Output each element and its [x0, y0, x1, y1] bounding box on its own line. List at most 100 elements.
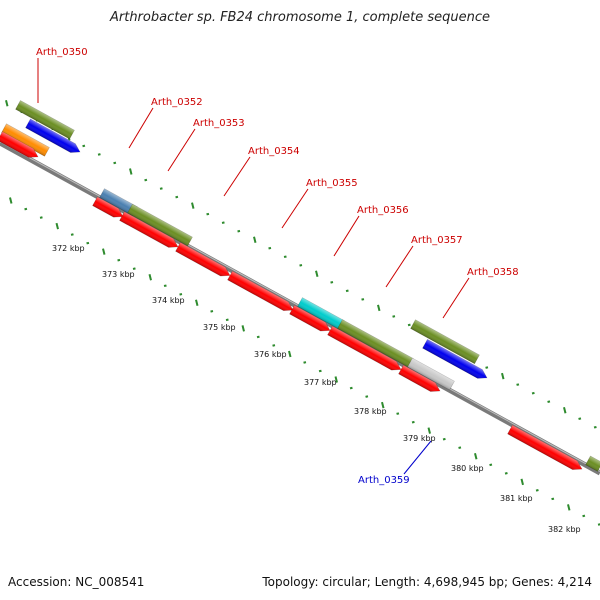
label-leader-line	[223, 156, 251, 197]
inner-tick-mark	[381, 401, 385, 409]
tick-label: 378 kbp	[354, 407, 387, 416]
gene-feature[interactable]	[99, 188, 138, 217]
inner-tick-mark	[241, 325, 245, 332]
inner-tick-mark	[132, 267, 136, 271]
inner-tick-mark	[411, 420, 415, 424]
gene-feature-shade	[127, 204, 193, 246]
outer-tick-mark	[206, 212, 210, 216]
gene-feature-shade	[99, 188, 138, 216]
gene-feature[interactable]	[15, 100, 75, 140]
tick-label: 375 kbp	[203, 323, 236, 332]
inner-tick-ring	[9, 197, 600, 526]
inner-tick-mark	[582, 514, 586, 518]
gene-feature-shade	[289, 305, 330, 332]
gene-feature-shade	[585, 456, 600, 472]
outer-tick-mark	[175, 195, 179, 199]
inner-tick-mark	[551, 497, 555, 501]
outer-tick-mark	[392, 315, 396, 318]
inner-tick-mark	[9, 197, 13, 204]
outer-tick-mark	[563, 406, 567, 414]
inner-tick-mark	[70, 233, 74, 236]
inner-tick-mark	[225, 318, 229, 322]
gene-feature-shade	[175, 242, 230, 277]
gene-label: Arth_0354	[248, 146, 300, 157]
inner-tick-mark	[256, 335, 260, 339]
gene-feature-shade	[92, 196, 124, 218]
inner-tick-mark	[195, 299, 199, 307]
gene-feature[interactable]	[119, 211, 181, 252]
outer-tick-mark	[283, 255, 287, 259]
gene-label: Arth_0359	[358, 475, 410, 486]
gene-feature[interactable]	[0, 131, 40, 162]
inner-tick-mark	[39, 216, 43, 219]
gene-feature-shade	[25, 119, 80, 153]
outer-tick-mark	[299, 263, 303, 267]
tick-label: 377 kbp	[304, 378, 337, 387]
outer-tick-mark	[377, 304, 381, 312]
gene-label: Arth_0358	[467, 267, 519, 278]
accession-text: Accession: NC_008541	[8, 575, 145, 589]
inner-tick-mark	[117, 258, 121, 262]
tick-label: 373 kbp	[102, 270, 135, 279]
label-leaders	[37, 58, 470, 475]
gene-label: Arth_0353	[193, 118, 245, 129]
tick-label: 379 kbp	[403, 434, 436, 443]
tick-label: 372 kbp	[52, 244, 85, 253]
gene-feature-shade	[407, 358, 455, 390]
gene-feature-shade	[422, 339, 487, 379]
gene-feature[interactable]	[92, 196, 126, 221]
outer-tick-mark	[531, 391, 535, 395]
outer-tick-mark	[268, 246, 272, 250]
gene-feature-shade	[327, 326, 402, 371]
gene-feature[interactable]	[327, 325, 404, 374]
outer-tick-mark	[191, 202, 195, 209]
inner-tick-mark	[396, 412, 400, 415]
tick-label: 376 kbp	[254, 350, 287, 359]
gene-feature[interactable]	[1, 123, 50, 157]
gene-feature[interactable]	[127, 203, 193, 247]
inner-tick-mark	[102, 248, 106, 255]
inner-tick-mark	[349, 386, 353, 390]
outer-tick-mark	[578, 417, 582, 421]
inner-tick-mark	[535, 489, 539, 492]
outer-tick-mark	[253, 236, 257, 243]
topology-summary: Topology: circular; Length: 4,698,945 bp…	[262, 575, 592, 589]
gene-feature-shade	[1, 123, 50, 157]
inner-tick-mark	[458, 446, 462, 450]
map-title: Arthrobacter sp. FB24 chromosome 1, comp…	[109, 10, 491, 25]
gene-feature[interactable]	[507, 424, 585, 473]
inner-tick-mark	[474, 453, 478, 460]
gene-label: Arth_0356	[357, 205, 409, 216]
gene-feature-shade	[410, 319, 480, 364]
gene-feature[interactable]	[175, 242, 233, 280]
gene-label: Arth_0352	[151, 97, 203, 108]
inner-tick-mark	[520, 478, 524, 486]
gene-feature[interactable]	[289, 304, 333, 335]
gene-feature[interactable]	[25, 118, 83, 156]
inner-tick-mark	[163, 284, 167, 288]
outer-tick-mark	[82, 144, 86, 148]
outer-tick-mark	[237, 229, 241, 233]
inner-tick-mark	[303, 361, 307, 364]
inner-tick-mark	[334, 376, 338, 383]
outer-tick-mark	[501, 372, 505, 380]
inner-tick-mark	[55, 222, 59, 230]
gene-feature[interactable]	[410, 319, 480, 365]
gene-label: Arth_0355	[306, 178, 358, 189]
inner-tick-mark	[288, 350, 292, 358]
gene-feature[interactable]	[422, 338, 490, 382]
outer-tick-mark	[516, 383, 520, 386]
outer-tick-mark	[129, 168, 133, 175]
outer-tick-mark	[221, 221, 225, 224]
outer-tick-mark	[144, 178, 148, 182]
gene-feature[interactable]	[227, 270, 296, 314]
gene-feature[interactable]	[398, 364, 443, 395]
inner-tick-mark	[365, 395, 369, 398]
tick-label: 380 kbp	[451, 464, 484, 473]
gene-feature[interactable]	[407, 357, 455, 391]
outer-tick-mark	[113, 161, 117, 165]
gene-feature[interactable]	[585, 455, 600, 472]
tick-labels: 372 kbp 373 kbp 374 kbp 375 kbp 376 kbp 377 k…	[52, 244, 581, 534]
gene-labels: Arth_0350 Arth_0352 Arth_0353 Arth_0354 Arth…	[36, 47, 519, 486]
gene-label: Arth_0357	[411, 235, 463, 246]
